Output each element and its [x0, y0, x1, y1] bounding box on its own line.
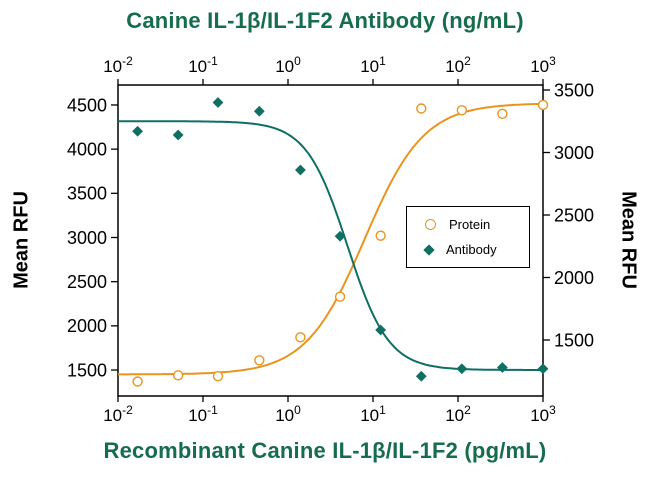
- top-axis-title: Canine IL-1β/IL-1F2 Antibody (ng/mL): [126, 8, 524, 33]
- legend: Protein Antibody: [406, 206, 530, 268]
- svg-text:10-2: 10-2: [103, 403, 133, 425]
- svg-text:102: 102: [445, 403, 471, 425]
- svg-text:4500: 4500: [67, 95, 107, 115]
- svg-text:2500: 2500: [67, 272, 107, 292]
- svg-text:1500: 1500: [554, 330, 594, 350]
- svg-text:2000: 2000: [67, 316, 107, 336]
- bottom-axis-title: Recombinant Canine IL-1β/IL-1F2 (pg/mL): [103, 438, 547, 463]
- svg-text:1500: 1500: [67, 360, 107, 380]
- svg-text:103: 103: [530, 403, 556, 425]
- svg-text:3000: 3000: [67, 228, 107, 248]
- svg-text:10-1: 10-1: [188, 403, 218, 425]
- svg-text:4000: 4000: [67, 139, 107, 159]
- filled-diamond-marker-icon: [423, 243, 435, 256]
- svg-text:102: 102: [445, 54, 471, 76]
- svg-text:2500: 2500: [554, 205, 594, 225]
- svg-text:100: 100: [275, 54, 301, 76]
- svg-text:3500: 3500: [554, 80, 594, 100]
- svg-text:10-1: 10-1: [188, 54, 218, 76]
- svg-text:103: 103: [530, 54, 556, 76]
- legend-label-antibody: Antibody: [446, 242, 497, 257]
- legend-item-protein: Protein: [425, 217, 523, 232]
- legend-item-antibody: Antibody: [423, 242, 523, 257]
- svg-text:2000: 2000: [554, 268, 594, 288]
- legend-label-protein: Protein: [449, 217, 491, 232]
- svg-text:3500: 3500: [67, 184, 107, 204]
- svg-text:3000: 3000: [554, 143, 594, 163]
- svg-text:101: 101: [360, 54, 386, 76]
- svg-text:10-2: 10-2: [103, 54, 133, 76]
- open-circle-marker-icon: [425, 219, 436, 230]
- svg-text:101: 101: [360, 403, 386, 425]
- svg-text:100: 100: [275, 403, 301, 425]
